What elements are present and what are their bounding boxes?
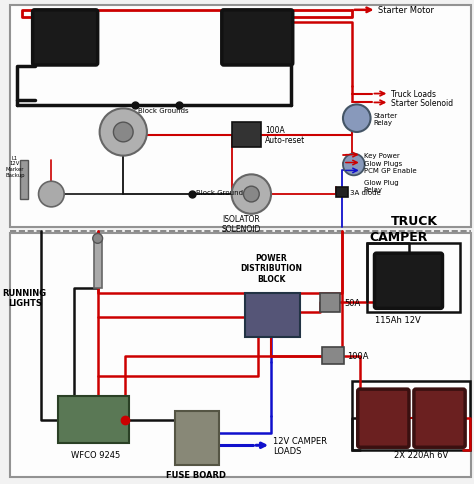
Text: 2X 220Ah 6V: 2X 220Ah 6V: [394, 450, 448, 459]
Text: 12V CAMPER
LOADS: 12V CAMPER LOADS: [273, 436, 327, 455]
Bar: [58, 396, 129, 443]
Text: 3A diode: 3A diode: [350, 190, 381, 196]
Text: PCM GP Enable: PCM GP Enable: [364, 168, 416, 174]
Circle shape: [244, 187, 259, 202]
FancyBboxPatch shape: [33, 11, 98, 66]
Text: TRUCK: TRUCK: [391, 215, 438, 227]
Text: Glow Plugs: Glow Plugs: [364, 160, 402, 166]
Text: Starter Solenoid: Starter Solenoid: [391, 99, 453, 108]
Bar: [232, 123, 261, 148]
Text: FUSE BOARD: FUSE BOARD: [166, 470, 226, 479]
FancyBboxPatch shape: [374, 254, 442, 309]
Bar: [336, 188, 348, 197]
Text: Key Power: Key Power: [364, 152, 400, 158]
Bar: [174, 411, 219, 465]
Text: Starter
Relay: Starter Relay: [374, 113, 398, 126]
Text: 50A: 50A: [344, 298, 360, 307]
Bar: [322, 347, 344, 365]
Circle shape: [113, 123, 133, 143]
Text: Block Ground: Block Ground: [196, 190, 243, 196]
Circle shape: [232, 175, 271, 214]
Text: CAMPER: CAMPER: [370, 230, 428, 243]
Bar: [246, 293, 300, 337]
Circle shape: [93, 234, 102, 244]
Bar: [320, 293, 340, 313]
Circle shape: [343, 105, 371, 133]
Circle shape: [100, 109, 147, 156]
Text: ISOLATOR
SOLENOID: ISOLATOR SOLENOID: [222, 214, 261, 234]
FancyBboxPatch shape: [414, 389, 465, 447]
Text: L1
12V
Marker
Backup: L1 12V Marker Backup: [5, 155, 25, 178]
Text: Starter Motor: Starter Motor: [378, 6, 435, 15]
Text: POWER
DISTRIBUTION
BLOCK: POWER DISTRIBUTION BLOCK: [240, 254, 302, 283]
Bar: [366, 244, 460, 313]
Text: 100A: 100A: [347, 351, 368, 361]
Text: 115Ah 12V: 115Ah 12V: [375, 316, 421, 325]
Text: Glow Plug
Relay: Glow Plug Relay: [364, 180, 398, 193]
Text: Truck Loads: Truck Loads: [391, 90, 436, 99]
Bar: [10, 6, 471, 227]
Circle shape: [38, 182, 64, 208]
Bar: [94, 239, 101, 288]
FancyBboxPatch shape: [222, 11, 293, 66]
Bar: [20, 160, 27, 199]
Bar: [10, 234, 471, 477]
Bar: [352, 381, 470, 450]
Text: WFCO 9245: WFCO 9245: [71, 450, 120, 459]
Text: Block Grounds: Block Grounds: [138, 108, 189, 114]
Text: RUNNING
LIGHTS: RUNNING LIGHTS: [3, 288, 47, 307]
FancyBboxPatch shape: [358, 389, 409, 447]
Text: 100A
Auto-reset: 100A Auto-reset: [265, 126, 305, 145]
Circle shape: [343, 154, 365, 176]
